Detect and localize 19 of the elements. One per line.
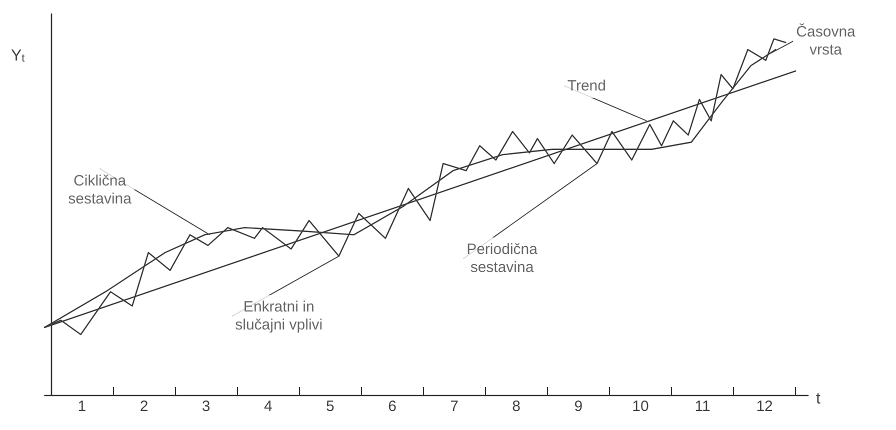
x-tick-label: 4 [264, 398, 272, 415]
annotation: Trend [567, 77, 606, 94]
x-tick-label: 6 [388, 398, 396, 415]
x-tick-label: 5 [326, 398, 334, 415]
annotation: Periodična sestavina [466, 241, 538, 276]
annotation: Enkratni in slučajni vplivi [235, 298, 323, 334]
x-tick-label: 7 [450, 398, 458, 415]
x-tick-label: 1 [78, 398, 86, 415]
x-tick-label: 11 [694, 398, 710, 415]
x-axis-title: t [816, 390, 821, 408]
x-tick-label: 8 [512, 398, 521, 415]
x-tick-label: 12 [756, 398, 773, 415]
x-tick-label: 10 [632, 398, 649, 415]
annotation: Ciklična sestavina [68, 172, 132, 208]
x-tick-label: 3 [202, 398, 210, 415]
annotation: Časovna vrsta [796, 22, 856, 59]
x-tick-label: 9 [574, 398, 583, 415]
y-axis-title: Yt [10, 48, 25, 64]
x-tick-label: 2 [140, 398, 148, 415]
